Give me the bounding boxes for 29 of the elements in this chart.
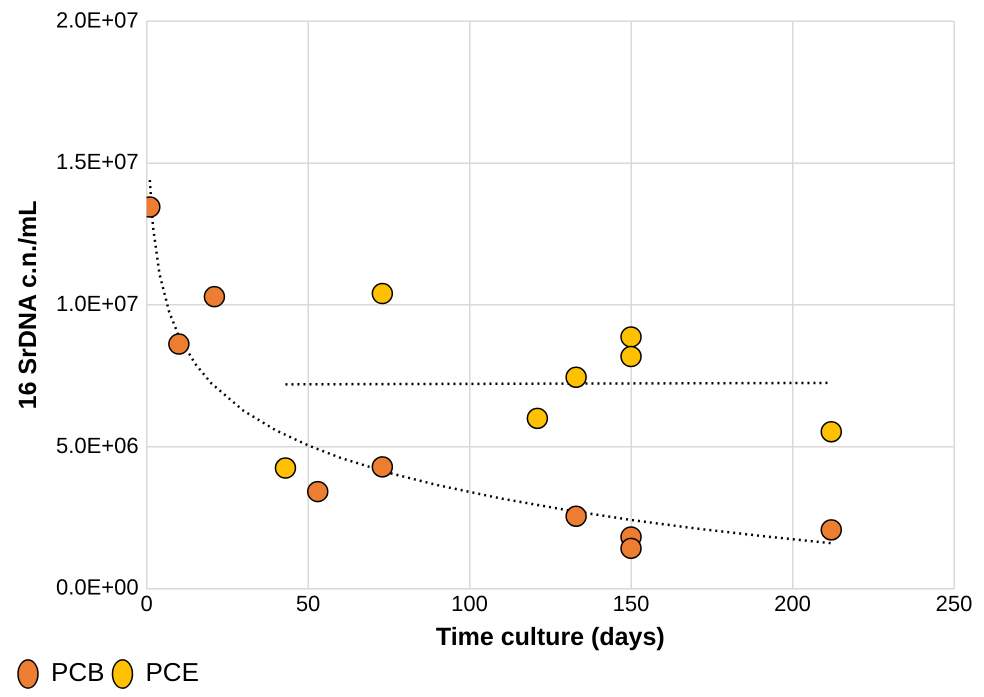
point — [620, 326, 642, 348]
x-tick-label: 0 — [140, 590, 153, 616]
y-axis-title: 16 SrDNA c.n./mL — [14, 200, 42, 410]
legend-label: PCB — [51, 657, 104, 688]
x-axis-title: Time culture (days) — [436, 622, 665, 651]
point — [307, 480, 328, 502]
point — [820, 420, 842, 442]
y-tick-label: 1.5E+07 — [56, 149, 139, 174]
point — [168, 333, 190, 355]
legend-label: PCE — [145, 657, 199, 688]
point — [274, 457, 296, 479]
point — [204, 286, 226, 308]
point — [372, 282, 394, 304]
point — [565, 506, 587, 528]
point — [526, 408, 548, 430]
y-tick-label: 0.0E+00 — [56, 574, 139, 600]
point — [620, 346, 642, 368]
y-tick-label: 1.0E+07 — [56, 290, 139, 316]
y-tick-label: 5.0E+06 — [56, 432, 139, 458]
y-tick-label: 2.0E+07 — [56, 7, 139, 32]
point — [820, 519, 842, 541]
x-tick-label: 100 — [451, 590, 488, 616]
x-tick-label: 200 — [774, 590, 811, 616]
point — [565, 366, 587, 388]
x-tick-label: 150 — [612, 590, 650, 616]
point — [620, 538, 642, 560]
point — [372, 456, 394, 478]
x-tick-label: 50 — [296, 590, 320, 616]
x-tick-label: 250 — [936, 590, 972, 616]
